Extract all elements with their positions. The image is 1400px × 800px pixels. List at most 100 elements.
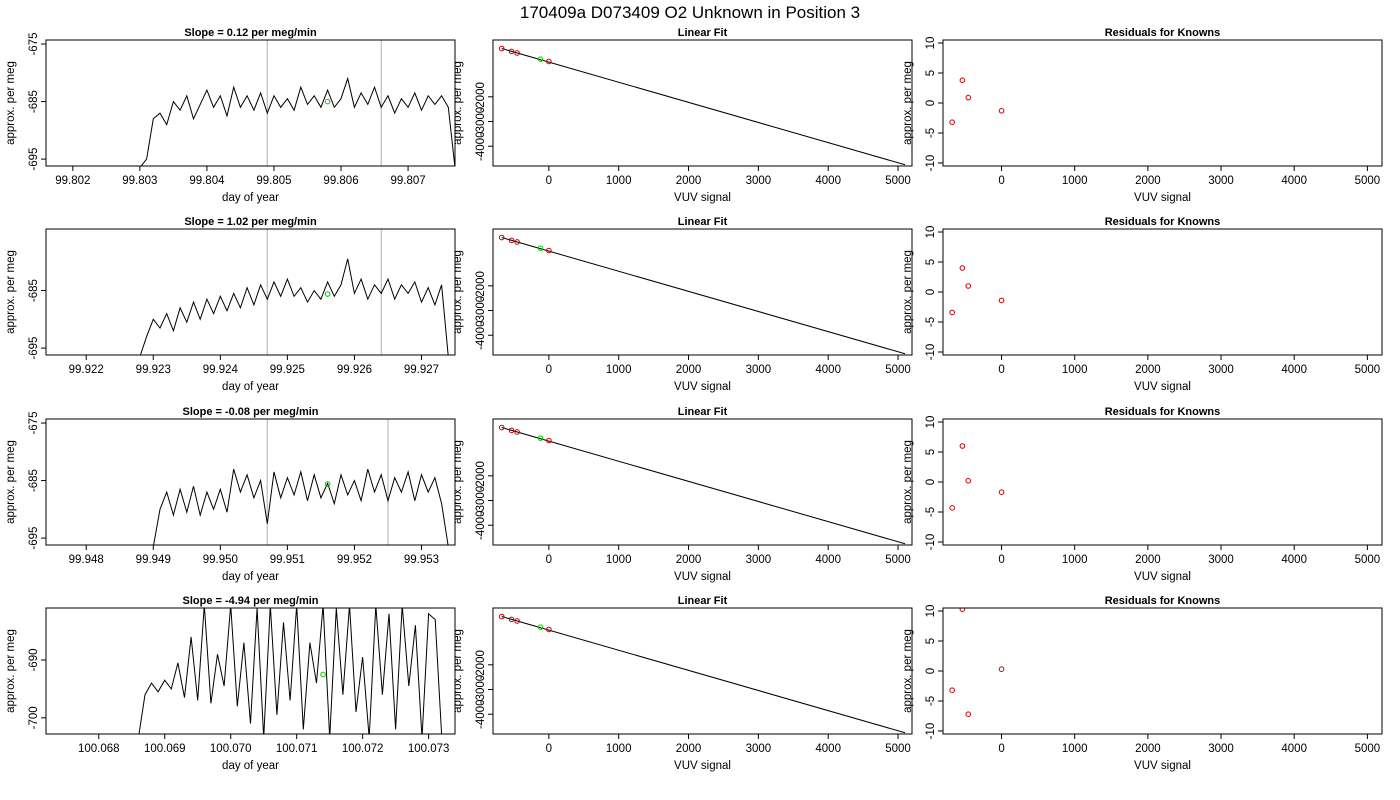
x-tick-label: 100.069	[144, 743, 186, 755]
y-tick-label: 10	[925, 605, 937, 618]
known-point	[998, 108, 1005, 114]
y-tick-label: -685	[28, 469, 40, 492]
plot-frame	[45, 418, 456, 546]
x-tick-label: 5000	[885, 364, 911, 376]
known-point	[546, 626, 552, 633]
plot-frame	[45, 39, 456, 167]
unknown-point	[537, 624, 544, 630]
y-tick-label: -5	[925, 128, 937, 138]
residuals-2: 0 1000 2000 3000 4000 5000 -10 -5 0 5 10 Residuals …	[902, 216, 1383, 393]
x-tick-label: 99.924	[203, 364, 239, 376]
x-tick-label: 3000	[1208, 364, 1234, 376]
y-tick-label: 10	[925, 226, 937, 239]
x-tick-label: 4000	[815, 175, 841, 187]
x-tick-label: 99.950	[203, 554, 238, 566]
y-tick-label: -10	[925, 155, 937, 172]
panel-title: Residuals for Knowns	[1105, 406, 1221, 418]
plot-area	[153, 468, 449, 545]
known-point	[965, 478, 972, 484]
known-point	[508, 237, 515, 244]
x-tick-label: 2000	[676, 175, 702, 187]
y-tick-label: -2000	[475, 650, 487, 679]
y-tick-label: -675	[28, 412, 40, 435]
y-tick-label: -2000	[475, 461, 487, 490]
y-tick-label: -10	[925, 344, 937, 361]
y-tick-label: -2000	[475, 271, 487, 300]
x-tick-label: 100.071	[276, 743, 318, 755]
known-point	[959, 265, 966, 271]
x-tick-label: 1000	[1062, 364, 1088, 376]
x-axis-label: VUV signal	[1134, 571, 1191, 583]
x-tick-label: 0	[546, 364, 552, 376]
x-tick-label: 99.805	[256, 175, 291, 187]
x-tick-label: 99.925	[270, 364, 305, 376]
y-tick-label: -3000	[475, 296, 487, 325]
x-tick-label: 100.070	[210, 743, 252, 755]
data-series-line	[138, 608, 443, 734]
known-point	[546, 437, 552, 444]
plot-area	[498, 234, 906, 355]
panel-title: Residuals for Knowns	[1105, 27, 1221, 39]
y-tick-label: -5	[925, 507, 937, 517]
x-tick-label: 4000	[1281, 364, 1307, 376]
y-tick-label: 5	[925, 449, 937, 455]
unknown-point	[537, 245, 544, 251]
x-tick-label: 100.068	[78, 743, 120, 755]
x-tick-label: 3000	[746, 175, 772, 187]
x-tick-label: 1000	[606, 364, 632, 376]
x-axis-label: VUV signal	[674, 381, 731, 393]
y-tick-label: -685	[28, 279, 40, 302]
x-tick-label: 2000	[1135, 175, 1161, 187]
x-axis-label: VUV signal	[674, 760, 731, 772]
x-tick-label: 4000	[815, 743, 841, 755]
linear-fit-2: 0 1000 2000 3000 4000 5000 -4000-3000-2000 Line…	[452, 216, 913, 393]
linear-fit-1: 0 1000 2000 3000 4000 5000 -4000-3000-2000 Line…	[452, 27, 913, 204]
panel-title: Linear Fit	[678, 595, 728, 607]
x-tick-label: 0	[546, 175, 552, 187]
time-series-1: 99.802 99.803 99.804 99.805 99.806 99.807 -695…	[5, 27, 456, 204]
x-tick-label: 1000	[1062, 175, 1088, 187]
plot-area	[138, 608, 443, 734]
x-tick-label: 99.948	[69, 554, 104, 566]
plot-frame	[492, 607, 913, 735]
y-tick-label: 0	[925, 668, 937, 674]
y-tick-label: 5	[925, 638, 937, 644]
x-axis-label: day of year	[222, 381, 279, 393]
x-tick-label: 99.952	[337, 554, 372, 566]
known-point	[498, 234, 505, 241]
x-tick-label: 5000	[1355, 554, 1381, 566]
unknown-marker	[324, 291, 331, 297]
x-tick-label: 2000	[676, 364, 702, 376]
y-tick-label: -3000	[475, 107, 487, 136]
x-tick-label: 99.923	[136, 364, 171, 376]
fit-line	[501, 48, 906, 166]
data-series-line	[140, 76, 455, 166]
x-axis-label: VUV signal	[674, 192, 731, 204]
panel-title: Slope = -4.94 per meg/min	[182, 595, 318, 607]
x-tick-label: 5000	[1355, 364, 1381, 376]
y-axis-label: approx. per meg	[902, 440, 914, 524]
plot-area	[949, 265, 1005, 316]
plot-frame	[942, 607, 1383, 735]
x-axis-label: day of year	[222, 760, 279, 772]
y-axis-label: approx. per meg	[902, 629, 914, 713]
residuals-1: 0 1000 2000 3000 4000 5000 -10 -5 0 5 10 Residuals …	[902, 27, 1383, 204]
plot-frame	[942, 39, 1383, 167]
x-axis-label: VUV signal	[674, 571, 731, 583]
plot-frame	[942, 418, 1383, 546]
plot-area	[140, 76, 455, 166]
x-tick-label: 5000	[1355, 175, 1381, 187]
y-tick-label: 0	[925, 289, 937, 295]
y-tick-label: -5	[925, 317, 937, 327]
known-point	[998, 297, 1005, 304]
known-point	[546, 58, 552, 65]
fit-line	[501, 237, 906, 355]
y-axis-label: approx. per meg	[5, 61, 17, 145]
x-tick-label: 2000	[1135, 554, 1161, 566]
panel-title: Slope = 1.02 per meg/min	[184, 216, 317, 228]
y-tick-label: -10	[925, 723, 937, 740]
x-tick-label: 99.926	[337, 364, 372, 376]
x-tick-label: 3000	[1208, 175, 1234, 187]
known-point	[965, 283, 972, 289]
x-tick-label: 4000	[815, 554, 841, 566]
